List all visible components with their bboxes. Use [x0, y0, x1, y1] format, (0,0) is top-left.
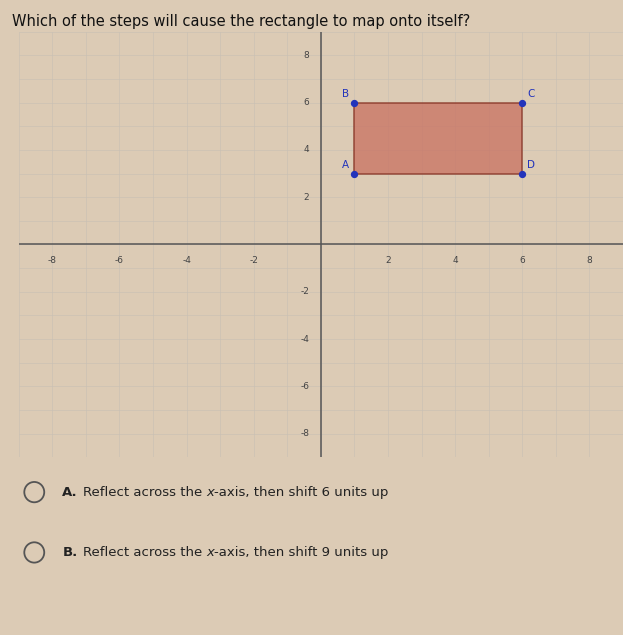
Text: -4: -4: [182, 257, 191, 265]
Text: B: B: [342, 89, 350, 99]
Text: 6: 6: [520, 257, 525, 265]
Point: [350, 98, 359, 108]
Text: A.: A.: [62, 486, 78, 498]
Text: -6: -6: [300, 382, 309, 391]
Text: 6: 6: [303, 98, 309, 107]
Text: x: x: [206, 546, 214, 559]
Text: A: A: [342, 160, 350, 170]
Text: 2: 2: [303, 192, 309, 202]
Text: x: x: [206, 486, 214, 498]
Bar: [354, 103, 522, 173]
Text: 4: 4: [452, 257, 458, 265]
Text: 2: 2: [385, 257, 391, 265]
Text: -axis, then shift 6 units up: -axis, then shift 6 units up: [214, 486, 389, 498]
Point: [350, 168, 359, 178]
Text: -8: -8: [300, 429, 309, 438]
Text: -axis, then shift 9 units up: -axis, then shift 9 units up: [214, 546, 388, 559]
Text: C: C: [527, 89, 535, 99]
Text: B.: B.: [62, 546, 77, 559]
Text: -4: -4: [300, 335, 309, 344]
Text: Reflect across the: Reflect across the: [83, 486, 206, 498]
Text: -2: -2: [249, 257, 258, 265]
Text: D: D: [527, 160, 535, 170]
Text: -6: -6: [115, 257, 124, 265]
Text: Which of the steps will cause the rectangle to map onto itself?: Which of the steps will cause the rectan…: [12, 14, 471, 29]
Text: -8: -8: [48, 257, 57, 265]
Text: 4: 4: [303, 145, 309, 154]
Text: 8: 8: [303, 51, 309, 60]
Point: [517, 168, 527, 178]
Text: -2: -2: [300, 287, 309, 297]
Text: 8: 8: [586, 257, 592, 265]
Text: Reflect across the: Reflect across the: [82, 546, 206, 559]
Point: [517, 98, 527, 108]
